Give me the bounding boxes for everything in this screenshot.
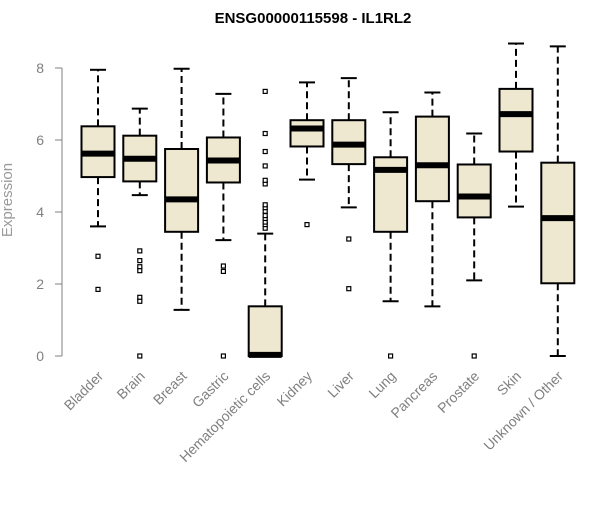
y-tick-label: 0 [36,348,44,364]
outlier-point [137,268,143,274]
chart-title: ENSG00000115598 - IL1RL2 [215,10,412,27]
outlier-point [304,222,310,228]
box-group [247,88,283,358]
outlier-point [137,353,143,359]
box-group [164,67,200,311]
box-group [540,45,576,357]
y-axis: 0 2 4 6 8 [36,60,63,364]
outlier-point [346,236,352,242]
outlier-point [220,263,226,269]
y-axis-label: Expression [0,163,16,237]
x-tick-label: Skin [494,368,525,399]
outlier-point [262,213,268,219]
x-tick-label: Prostate [434,368,482,416]
x-tick-label: Unknown / Other [480,368,566,454]
x-tick-label: Kidney [274,368,316,410]
outlier-point [262,88,268,95]
box-group [456,132,492,359]
outlier-point [220,353,226,359]
outlier-point [137,298,143,304]
box-group [80,68,116,292]
outlier-point [262,148,268,155]
box-group [205,92,241,359]
box-group [289,81,325,228]
outlier-point [471,353,477,359]
y-tick-label: 4 [36,204,44,220]
y-tick-label: 2 [36,276,44,292]
y-tick-label: 6 [36,132,44,148]
outlier-point [137,258,143,264]
outlier-point [220,268,226,274]
outlier-point [137,248,143,254]
outlier-point [346,286,352,292]
box-iqr [540,161,576,285]
outlier-point [262,130,268,137]
outlier-point [95,253,101,259]
x-tick-label: Lung [365,368,398,401]
box-iqr [247,305,283,358]
box-group [373,111,409,359]
x-tick-label: Liver [324,368,357,401]
y-tick-label: 8 [36,60,44,76]
x-tick-label: Breast [150,368,190,408]
box-group [414,91,450,308]
box-iqr [164,148,200,233]
outlier-point [262,202,268,208]
box-iqr [289,119,325,148]
x-tick-label: Bladder [61,368,107,414]
outlier-point [262,177,268,183]
box-iqr [456,163,492,219]
box-group [498,42,534,208]
outlier-point [388,353,394,359]
box-iqr [414,115,450,203]
box-group [331,77,367,292]
outlier-point [262,163,268,169]
x-tick-label: Brain [113,368,147,402]
boxes-layer [80,42,576,359]
outlier-point [95,286,101,292]
box-group [122,107,158,359]
box-iqr [498,87,534,153]
